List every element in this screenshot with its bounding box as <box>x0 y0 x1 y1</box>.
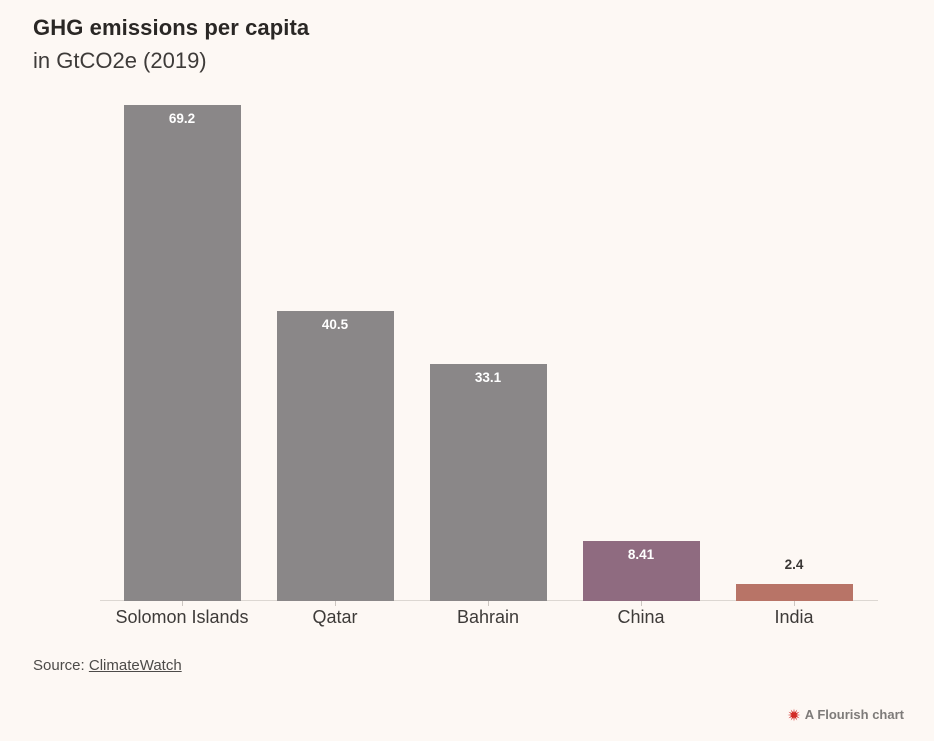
source-prefix: Source: <box>33 657 89 674</box>
value-label-bahrain: 33.1 <box>474 370 502 385</box>
axis-tick <box>794 601 795 606</box>
category-label-qatar: Qatar <box>312 607 358 627</box>
axis-tick <box>641 601 642 606</box>
axis-tick <box>488 601 489 606</box>
bar-solomon-islands[interactable] <box>123 105 241 601</box>
category-label-bahrain: Bahrain <box>456 607 520 627</box>
chart-title: GHG emissions per capita <box>33 15 310 40</box>
flourish-credit-label: A Flourish chart <box>804 707 904 722</box>
axis-tick <box>182 601 183 606</box>
flourish-credit-link[interactable]: A Flourish chart <box>787 707 904 722</box>
source-link[interactable]: ClimateWatch <box>88 657 182 674</box>
bar-qatar[interactable] <box>276 311 394 601</box>
bar-china[interactable] <box>582 541 700 601</box>
chart-subtitle: in GtCO2e (2019) <box>33 48 207 73</box>
value-label-solomon-islands: 69.2 <box>168 111 196 126</box>
value-label-china: 8.41 <box>627 547 655 562</box>
value-label-qatar: 40.5 <box>321 317 349 332</box>
category-label-solomon-islands: Solomon Islands <box>115 607 249 627</box>
category-label-china: China <box>617 607 665 627</box>
column-chart: 69.2 Solomon Islands 40.5 Qatar 33.1 Bahrain 8… <box>100 105 878 627</box>
category-label-india: India <box>774 607 814 627</box>
value-label-india: 2.4 <box>784 557 804 572</box>
source-row: Source: ClimateWatch <box>33 657 182 674</box>
flourish-starburst-icon <box>787 708 801 722</box>
bar-bahrain[interactable] <box>429 364 547 601</box>
axis-tick <box>335 601 336 606</box>
bar-india[interactable] <box>735 584 853 601</box>
